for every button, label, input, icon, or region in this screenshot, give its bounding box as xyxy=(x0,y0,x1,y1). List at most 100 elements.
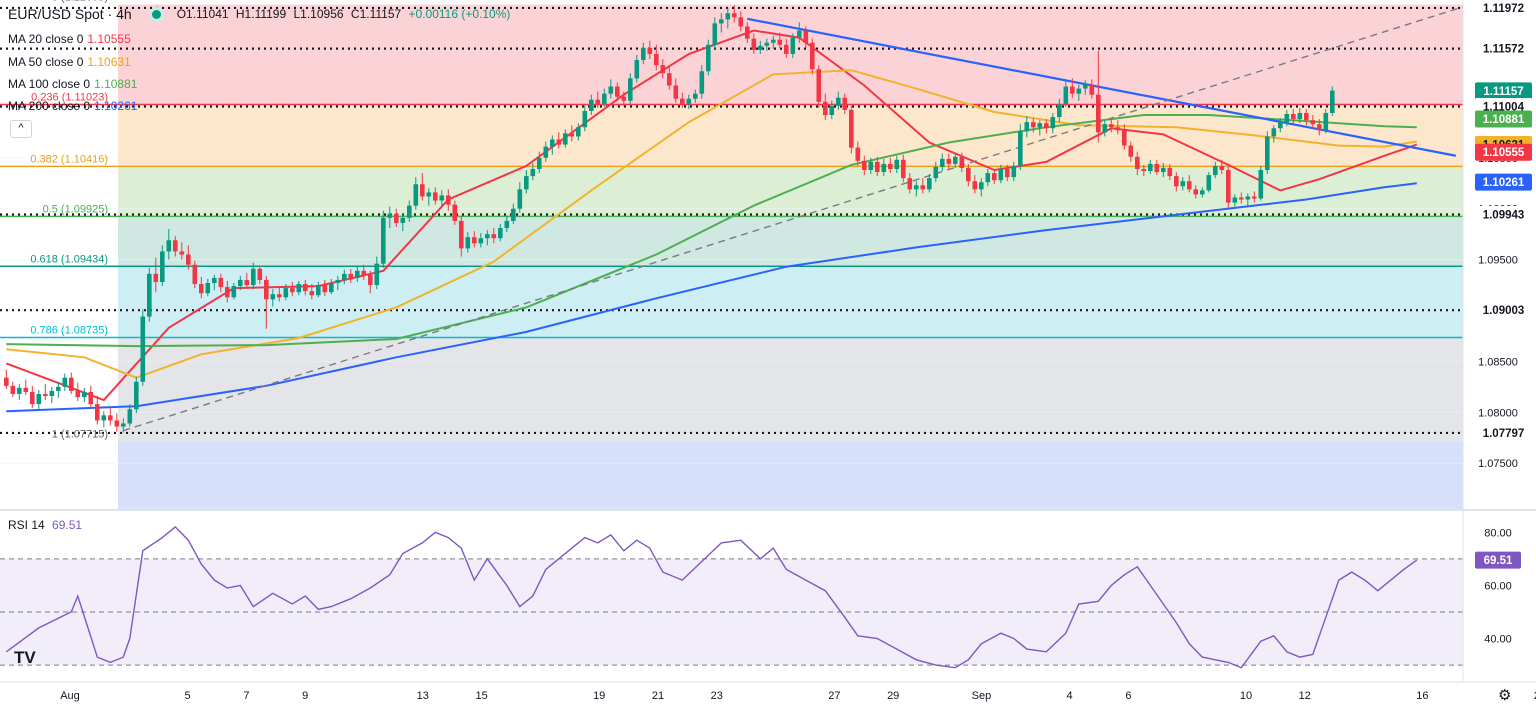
rsi-legend[interactable]: RSI 14 69.51 xyxy=(8,518,82,532)
tradingview-logo[interactable]: TV xyxy=(14,648,36,667)
candle-body xyxy=(1174,176,1179,187)
candle-44 xyxy=(290,281,295,297)
candle-15 xyxy=(101,411,107,428)
ma200-label: MA 200 close 0 xyxy=(8,99,91,113)
time-tick-label: Aug xyxy=(60,690,80,702)
gear-icon[interactable]: ⚙ xyxy=(1498,687,1512,704)
candle-49 xyxy=(322,279,328,297)
candle-body xyxy=(881,163,887,173)
candle-body xyxy=(706,44,711,72)
candle-body xyxy=(348,273,354,278)
candle-body xyxy=(205,283,211,294)
candle-165 xyxy=(1076,84,1082,101)
candle-34 xyxy=(225,280,230,303)
candle-body xyxy=(303,284,308,292)
candle-175 xyxy=(1141,164,1147,177)
candle-body xyxy=(459,220,464,249)
ma20-legend[interactable]: MA 20 close 0 1.10555 xyxy=(8,32,131,46)
candle-159 xyxy=(1037,120,1043,136)
candle-body xyxy=(4,377,9,386)
candle-body xyxy=(82,391,87,398)
candle-121 xyxy=(790,33,796,59)
candle-body xyxy=(888,163,893,169)
candle-127 xyxy=(829,100,835,120)
candle-body xyxy=(927,178,932,190)
candle-51 xyxy=(335,275,341,291)
candle-body xyxy=(1239,197,1244,200)
candle-104 xyxy=(680,92,685,108)
candle-body xyxy=(504,220,510,229)
candle-body xyxy=(88,391,94,405)
price-tag-label: 1.10261 xyxy=(1483,177,1525,189)
price-tag-label: 1.11572 xyxy=(1483,44,1524,56)
candle-177 xyxy=(1154,159,1160,176)
candle-102 xyxy=(667,65,672,90)
candle-193 xyxy=(1258,165,1264,201)
candle-body xyxy=(849,109,854,148)
candle-93 xyxy=(608,79,614,99)
candle-body xyxy=(251,268,256,286)
candle-143 xyxy=(933,161,939,183)
candle-198 xyxy=(1291,108,1296,125)
candle-body xyxy=(43,393,48,397)
ma200-legend[interactable]: MA 200 close 0 1.10261 xyxy=(8,99,137,113)
candle-body xyxy=(517,189,523,209)
candle-185 xyxy=(1206,172,1212,193)
candle-82 xyxy=(537,151,542,174)
candle-body xyxy=(524,176,529,190)
candle-body xyxy=(563,133,568,145)
candle-196 xyxy=(1278,118,1283,133)
candle-8 xyxy=(56,381,61,399)
candle-body xyxy=(342,273,347,280)
candle-body xyxy=(225,287,230,298)
candle-22 xyxy=(147,267,152,322)
candle-body xyxy=(322,285,328,293)
ma50-legend[interactable]: MA 50 close 0 1.10631 xyxy=(8,55,131,69)
candle-2 xyxy=(17,383,22,401)
ma100-legend[interactable]: MA 100 close 0 1.10881 xyxy=(8,77,137,91)
price-tag-1.10881: 1.10881 xyxy=(1475,110,1532,128)
candle-87 xyxy=(569,125,575,142)
time-tick-label: 27 xyxy=(828,690,840,702)
candle-body xyxy=(101,415,107,421)
candle-body xyxy=(1102,124,1108,133)
fib-zone-1 xyxy=(118,441,1463,509)
candle-body xyxy=(134,381,139,410)
candle-77 xyxy=(504,215,510,233)
candle-body xyxy=(290,288,295,293)
candle-172 xyxy=(1122,124,1127,150)
symbol-title[interactable]: EUR/USD Spot · 4h xyxy=(8,6,132,22)
candle-139 xyxy=(907,173,913,194)
candle-body xyxy=(140,316,146,382)
candle-body xyxy=(979,182,984,190)
candle-body xyxy=(829,105,835,116)
rsi-tick-label: 80.00 xyxy=(1484,527,1512,539)
candle-111 xyxy=(725,8,731,29)
candle-54 xyxy=(355,266,360,282)
candle-101 xyxy=(660,59,666,79)
candle-body xyxy=(550,139,555,147)
candlestick-series xyxy=(4,5,1335,433)
candle-117 xyxy=(764,38,770,51)
candle-76 xyxy=(498,223,503,242)
candle-126 xyxy=(823,93,828,121)
candle-166 xyxy=(1083,80,1088,95)
candle-body xyxy=(569,133,575,137)
candle-152 xyxy=(992,168,997,185)
fib-label-1: 1 (1.07715) xyxy=(52,428,108,440)
time-tick-label: 4 xyxy=(1067,690,1073,702)
candle-body xyxy=(1161,167,1166,173)
candle-body xyxy=(56,386,61,391)
candle-body xyxy=(511,208,516,221)
time-tick-label: Sep xyxy=(972,690,992,702)
fib-label-0.618: 0.618 (1.09434) xyxy=(30,253,108,265)
candle-body xyxy=(23,387,29,392)
candle-body xyxy=(49,390,55,397)
ma200-value: 1.10261 xyxy=(94,99,138,113)
collapse-legend-button[interactable]: ^ xyxy=(10,120,32,138)
candle-79 xyxy=(517,182,523,213)
candle-36 xyxy=(238,275,243,291)
candle-61 xyxy=(400,213,406,232)
candle-140 xyxy=(914,181,919,197)
